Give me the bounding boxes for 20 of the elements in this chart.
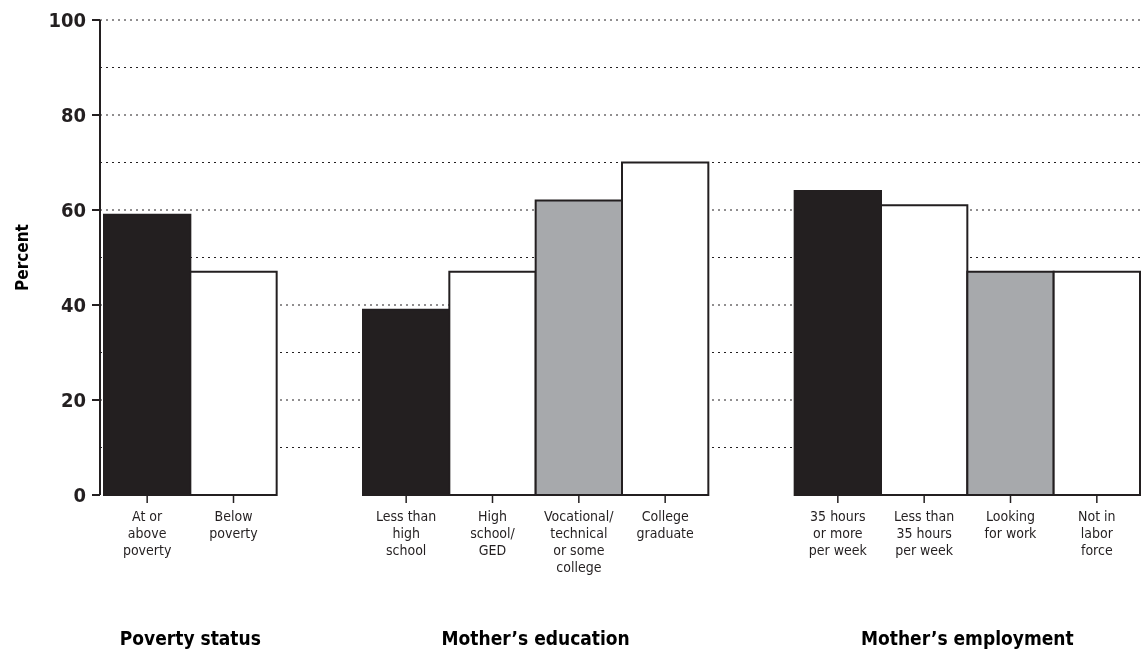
- x-tick-label: Less than 35 hours per week: [894, 508, 955, 558]
- text: Mother’s education: [441, 627, 630, 649]
- x-tick-label: Vocational/ technical or some college: [544, 508, 615, 575]
- y-tick-label: 80: [60, 103, 86, 127]
- x-tick-label: Not in labor force: [1078, 508, 1116, 558]
- y-tick-label: 20: [60, 388, 86, 412]
- x-tick-label: College graduate: [636, 508, 695, 541]
- y-tick-label: 0: [73, 483, 86, 507]
- y-axis-title: Percent: [12, 224, 32, 291]
- x-tick-label: Below poverty: [209, 508, 259, 541]
- x-tick-label: High school/ GED: [470, 508, 516, 558]
- y-tick-label: 60: [60, 198, 86, 222]
- x-tick-label: Less than high school: [376, 508, 437, 558]
- text: Poverty status: [119, 627, 261, 649]
- x-tick-label: 35 hours or more per week: [808, 508, 868, 558]
- y-tick-label: 100: [48, 8, 86, 32]
- text: Mother’s employment: [860, 627, 1074, 649]
- x-tick-label: Looking for work: [984, 508, 1038, 541]
- x-tick-label: At or above poverty: [122, 508, 172, 558]
- y-tick-label: 40: [60, 293, 86, 317]
